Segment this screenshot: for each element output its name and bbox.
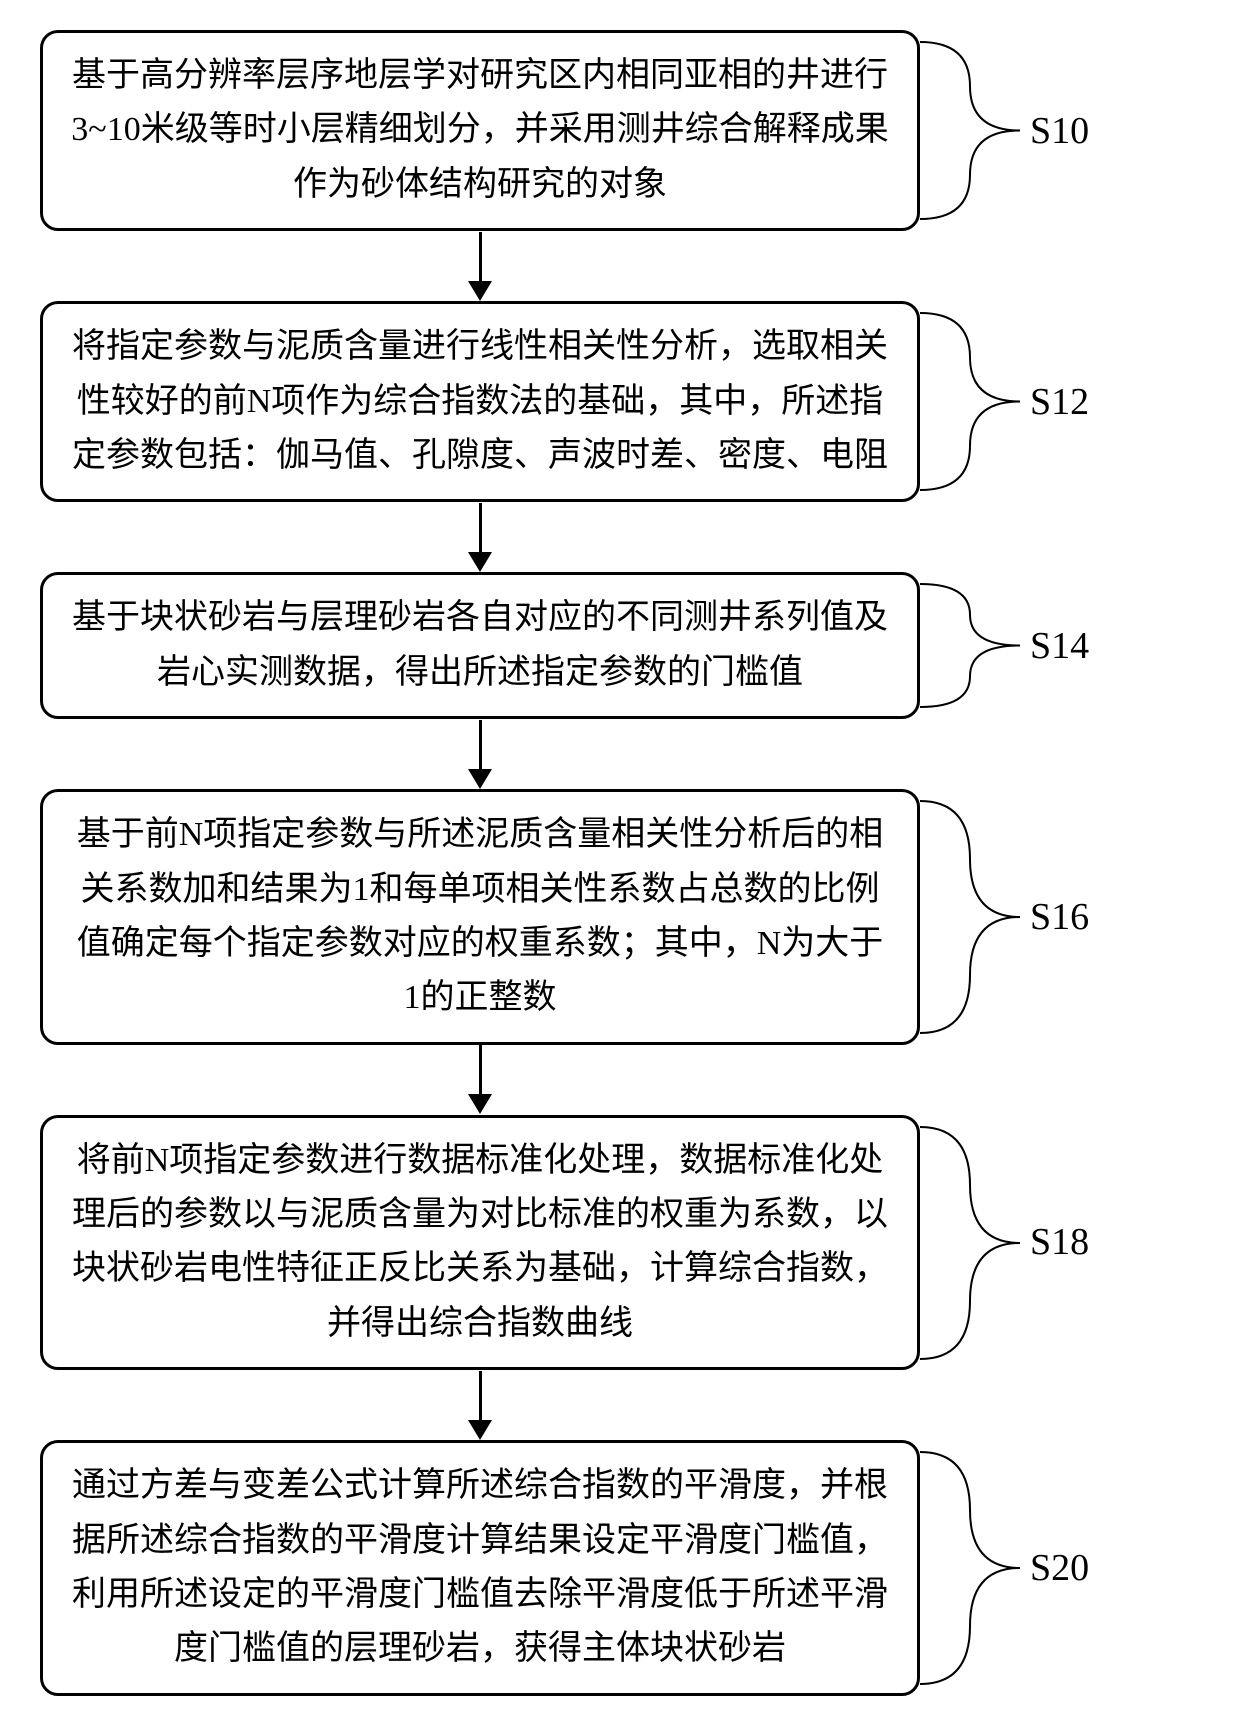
arrow-down-icon xyxy=(468,1371,492,1440)
flowchart-container: 基于高分辨率层序地层学对研究区内相同亚相的井进行3~10米级等时小层精细划分，并… xyxy=(40,30,1200,1696)
arrow-down-icon xyxy=(468,720,492,789)
step-label-s16: S16 xyxy=(1030,895,1089,939)
step-label-s14: S14 xyxy=(1030,624,1089,668)
label-connector-curve xyxy=(920,572,1040,719)
arrow-down-icon xyxy=(468,503,492,572)
flow-arrow xyxy=(40,231,1200,301)
step-box-s20: 通过方差与变差公式计算所述综合指数的平滑度，并根据所述综合指数的平滑度计算结果设… xyxy=(40,1440,920,1696)
flowchart-step: 基于块状砂岩与层理砂岩各自对应的不同测井系列值及岩心实测数据，得出所述指定参数的… xyxy=(40,572,1200,719)
flowchart-step: 基于高分辨率层序地层学对研究区内相同亚相的井进行3~10米级等时小层精细划分，并… xyxy=(40,30,1200,231)
label-connector-curve xyxy=(920,30,1040,231)
arrow-down-icon xyxy=(468,1045,492,1114)
flowchart-step: 将前N项指定参数进行数据标准化处理，数据标准化处理后的参数以与泥质含量为对比标准… xyxy=(40,1115,1200,1371)
step-box-s10: 基于高分辨率层序地层学对研究区内相同亚相的井进行3~10米级等时小层精细划分，并… xyxy=(40,30,920,231)
label-connector-curve xyxy=(920,1115,1040,1371)
step-box-s12: 将指定参数与泥质含量进行线性相关性分析，选取相关性较好的前N项作为综合指数法的基… xyxy=(40,301,920,502)
step-label-s18: S18 xyxy=(1030,1220,1089,1264)
arrow-down-icon xyxy=(468,232,492,301)
label-connector-curve xyxy=(920,789,1040,1045)
label-connector-curve xyxy=(920,1440,1040,1696)
flow-arrow xyxy=(40,1045,1200,1115)
step-label-s12: S12 xyxy=(1030,380,1089,424)
flow-arrow xyxy=(40,1370,1200,1440)
flowchart-step: 通过方差与变差公式计算所述综合指数的平滑度，并根据所述综合指数的平滑度计算结果设… xyxy=(40,1440,1200,1696)
step-box-s16: 基于前N项指定参数与所述泥质含量相关性分析后的相关系数加和结果为1和每单项相关性… xyxy=(40,789,920,1045)
step-label-s10: S10 xyxy=(1030,109,1089,153)
step-label-s20: S20 xyxy=(1030,1546,1089,1590)
flow-arrow xyxy=(40,719,1200,789)
step-box-s18: 将前N项指定参数进行数据标准化处理，数据标准化处理后的参数以与泥质含量为对比标准… xyxy=(40,1115,920,1371)
flow-arrow xyxy=(40,502,1200,572)
flowchart-step: 将指定参数与泥质含量进行线性相关性分析，选取相关性较好的前N项作为综合指数法的基… xyxy=(40,301,1200,502)
flowchart-step: 基于前N项指定参数与所述泥质含量相关性分析后的相关系数加和结果为1和每单项相关性… xyxy=(40,789,1200,1045)
label-connector-curve xyxy=(920,301,1040,502)
step-box-s14: 基于块状砂岩与层理砂岩各自对应的不同测井系列值及岩心实测数据，得出所述指定参数的… xyxy=(40,572,920,719)
